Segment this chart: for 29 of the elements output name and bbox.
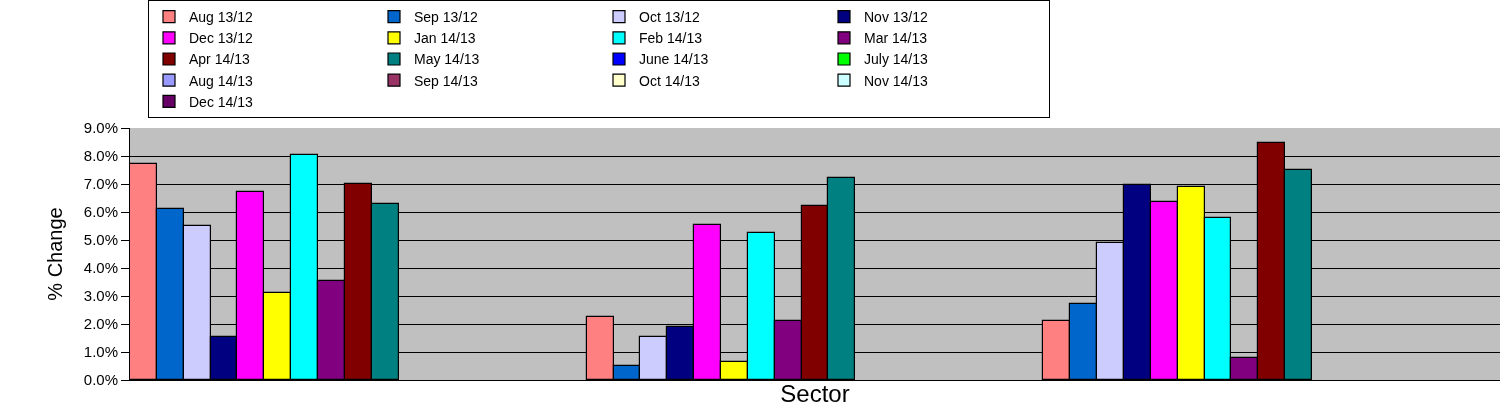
y-tick-label: 8.0%	[83, 147, 118, 165]
legend-label: Mar 14/13	[864, 30, 928, 47]
legend-label: Aug 14/13	[189, 72, 254, 89]
legend-label: Jan 14/13	[414, 30, 476, 47]
legend-label: Apr 14/13	[189, 51, 250, 68]
legend-label: Dec 13/12	[189, 30, 254, 47]
legend-label: July 14/13	[864, 51, 929, 68]
y-tick-label: 0.0%	[83, 371, 118, 389]
y-tick-label: 5.0%	[83, 231, 118, 249]
y-tick-label: 2.0%	[83, 315, 118, 333]
legend-label: Feb 14/13	[639, 30, 703, 47]
x-axis-title: Sector	[780, 379, 850, 407]
legend-label: Aug 13/12	[189, 9, 254, 26]
y-axis-title: % Change	[44, 207, 67, 301]
y-tick-label: 6.0%	[83, 203, 118, 221]
y-tick-label: 7.0%	[83, 175, 118, 193]
legend-label: June 14/13	[639, 51, 709, 68]
y-tick-label: 4.0%	[83, 259, 118, 277]
y-tick-label: 9.0%	[83, 119, 118, 137]
y-tick-label: 3.0%	[83, 287, 118, 305]
legend-label: Sep 13/12	[414, 9, 479, 26]
legend-label: Nov 14/13	[864, 72, 929, 89]
legend-label: Nov 13/12	[864, 9, 929, 26]
y-tick-label: 1.0%	[83, 343, 118, 361]
legend-label: May 14/13	[414, 51, 480, 68]
legend-label: Oct 14/13	[639, 72, 700, 89]
legend-label: Oct 13/12	[639, 9, 700, 26]
legend-label: Sep 14/13	[414, 72, 479, 89]
legend-label: Dec 14/13	[189, 93, 254, 110]
